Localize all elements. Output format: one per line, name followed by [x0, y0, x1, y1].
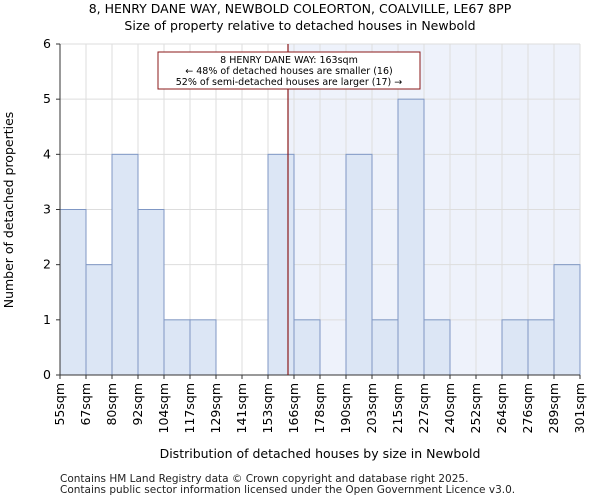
- x-tick-label: 289sqm: [546, 383, 561, 433]
- y-tick-label: 0: [43, 367, 51, 382]
- annotation-line: 8 HENRY DANE WAY: 163sqm: [220, 55, 358, 66]
- x-tick-label: 215sqm: [390, 383, 405, 433]
- annotation-line: 52% of semi-detached houses are larger (…: [176, 77, 403, 88]
- histogram-bar: [59, 209, 87, 376]
- x-tick-label: 153sqm: [260, 383, 275, 433]
- x-tick-label: 92sqm: [130, 383, 145, 426]
- x-tick-label: 190sqm: [338, 383, 353, 433]
- y-tick-label: 2: [43, 257, 51, 272]
- footer-licence: Contains public sector information licen…: [60, 484, 516, 496]
- x-tick-label: 55sqm: [52, 383, 67, 426]
- annotation-line: ← 48% of detached houses are smaller (16…: [185, 66, 392, 77]
- x-tick-label: 252sqm: [468, 383, 483, 433]
- histogram-bar: [163, 319, 191, 376]
- histogram-bar: [85, 264, 113, 376]
- x-tick-label: 129sqm: [208, 383, 223, 433]
- histogram-bar: [553, 264, 581, 376]
- histogram-bar: [527, 319, 555, 376]
- histogram-bar: [293, 319, 321, 376]
- histogram-bar: [423, 319, 451, 376]
- x-tick-label: 117sqm: [182, 383, 197, 433]
- histogram-bar: [137, 209, 165, 376]
- y-tick-label: 5: [43, 91, 51, 106]
- histogram-bar: [501, 319, 529, 376]
- x-tick-label: 141sqm: [234, 383, 249, 433]
- histogram-bar: [267, 153, 295, 376]
- x-tick-label: 301sqm: [572, 383, 587, 433]
- x-tick-label: 80sqm: [104, 383, 119, 426]
- x-tick-label: 203sqm: [364, 383, 379, 433]
- y-tick-label: 3: [43, 202, 51, 217]
- x-axis-label: Distribution of detached houses by size …: [160, 446, 481, 461]
- histogram-bar: [371, 319, 399, 376]
- histogram-bar: [397, 98, 425, 376]
- y-tick-label: 4: [43, 146, 51, 161]
- x-tick-label: 264sqm: [494, 383, 509, 433]
- x-tick-label: 67sqm: [78, 383, 93, 426]
- chart-title-address: 8, HENRY DANE WAY, NEWBOLD COLEORTON, CO…: [88, 1, 512, 16]
- footer-copyright: Contains HM Land Registry data © Crown c…: [60, 473, 469, 485]
- x-tick-label: 104sqm: [156, 383, 171, 433]
- histogram-chart: 0 1 2 3 4 5 6 55sqm 67sqm 80sqm 92sqm 104sqm 117sqm 1…: [1, 36, 587, 461]
- y-axis-label: Number of detached properties: [1, 112, 16, 309]
- histogram-bar: [189, 319, 217, 376]
- annotation-box: [157, 51, 421, 90]
- x-tick-label: 178sqm: [312, 383, 327, 433]
- histogram-bar: [345, 153, 373, 376]
- x-tick-label: 240sqm: [442, 383, 457, 433]
- x-tick-label: 276sqm: [520, 383, 535, 433]
- x-tick-label: 166sqm: [286, 383, 301, 433]
- y-tick-label: 6: [43, 36, 51, 51]
- histogram-bar: [111, 153, 139, 376]
- y-tick-label: 1: [43, 312, 51, 327]
- chart-subtitle: Size of property relative to detached ho…: [124, 18, 476, 33]
- x-tick-label: 227sqm: [416, 383, 431, 433]
